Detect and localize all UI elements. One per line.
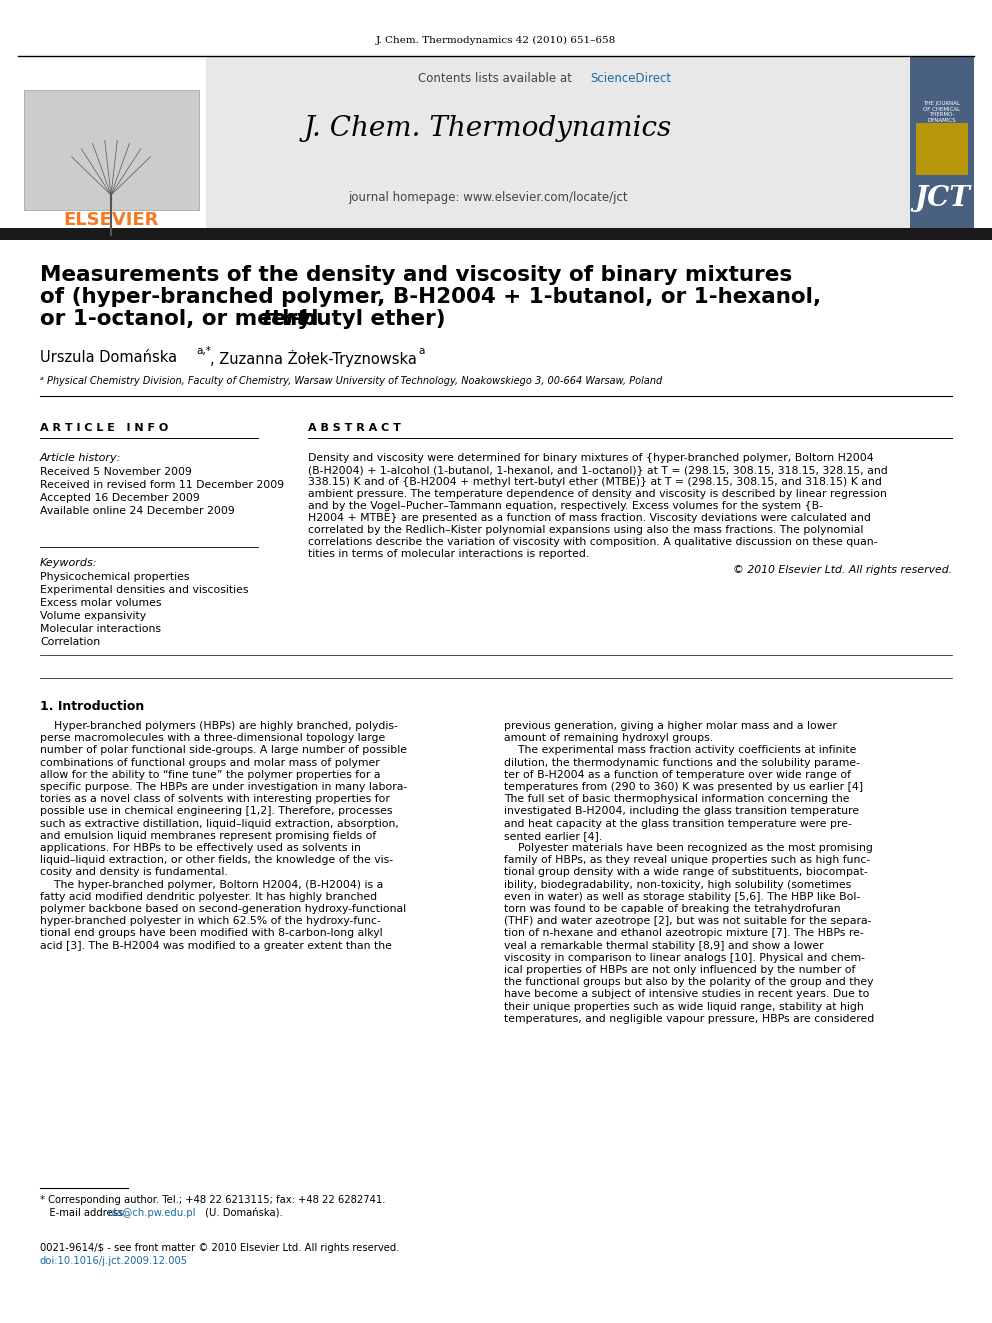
- Text: and heat capacity at the glass transition temperature were pre-: and heat capacity at the glass transitio…: [504, 819, 852, 828]
- Text: tion of n-hexane and ethanol azeotropic mixture [7]. The HBPs re-: tion of n-hexane and ethanol azeotropic …: [504, 929, 864, 938]
- Text: correlations describe the variation of viscosity with composition. A qualitative: correlations describe the variation of v…: [308, 537, 878, 546]
- Text: amount of remaining hydroxyl groups.: amount of remaining hydroxyl groups.: [504, 733, 713, 744]
- Text: (THF) and water azeotrope [2], but was not suitable for the separa-: (THF) and water azeotrope [2], but was n…: [504, 917, 872, 926]
- Text: doi:10.1016/j.jct.2009.12.005: doi:10.1016/j.jct.2009.12.005: [40, 1256, 188, 1266]
- Text: Article history:: Article history:: [40, 452, 121, 463]
- Text: THE JOURNAL
OF CHEMICAL
THERMO-
DYNAMICS: THE JOURNAL OF CHEMICAL THERMO- DYNAMICS: [924, 101, 960, 123]
- Text: Experimental densities and viscosities: Experimental densities and viscosities: [40, 585, 249, 595]
- Text: and by the Vogel–Pucher–Tammann equation, respectively. Excess volumes for the s: and by the Vogel–Pucher–Tammann equation…: [308, 501, 823, 511]
- Text: their unique properties such as wide liquid range, stability at high: their unique properties such as wide liq…: [504, 1002, 864, 1012]
- Text: The experimental mass fraction activity coefficients at infinite: The experimental mass fraction activity …: [504, 745, 856, 755]
- Text: combinations of functional groups and molar mass of polymer: combinations of functional groups and mo…: [40, 758, 380, 767]
- Text: Available online 24 December 2009: Available online 24 December 2009: [40, 505, 235, 516]
- Text: Measurements of the density and viscosity of binary mixtures: Measurements of the density and viscosit…: [40, 265, 793, 284]
- Bar: [910, 56, 974, 228]
- Text: applications. For HBPs to be effectively used as solvents in: applications. For HBPs to be effectively…: [40, 843, 361, 853]
- Text: -butyl ether): -butyl ether): [292, 310, 445, 329]
- Text: tional group density with a wide range of substituents, biocompat-: tional group density with a wide range o…: [504, 868, 868, 877]
- Text: Contents lists available at: Contents lists available at: [418, 71, 579, 85]
- Text: tities in terms of molecular interactions is reported.: tities in terms of molecular interaction…: [308, 549, 589, 560]
- Text: correlated by the Redlich–Kister polynomial expansions using also the mass fract: correlated by the Redlich–Kister polynom…: [308, 525, 863, 534]
- Text: (B-H2004) + 1-alcohol (1-butanol, 1-hexanol, and 1-octanol)} at T = (298.15, 308: (B-H2004) + 1-alcohol (1-butanol, 1-hexa…: [308, 464, 888, 475]
- Text: a,*: a,*: [196, 347, 211, 356]
- Text: sented earlier [4].: sented earlier [4].: [504, 831, 602, 841]
- Text: ambient pressure. The temperature dependence of density and viscosity is describ: ambient pressure. The temperature depend…: [308, 490, 887, 499]
- Text: such as extractive distillation, liquid–liquid extraction, absorption,: such as extractive distillation, liquid–…: [40, 819, 399, 828]
- Text: have become a subject of intensive studies in recent years. Due to: have become a subject of intensive studi…: [504, 990, 869, 999]
- Text: A R T I C L E   I N F O: A R T I C L E I N F O: [40, 423, 169, 433]
- Text: ula@ch.pw.edu.pl: ula@ch.pw.edu.pl: [107, 1208, 195, 1218]
- Text: JCT: JCT: [914, 184, 970, 212]
- Text: ᵃ Physical Chemistry Division, Faculty of Chemistry, Warsaw University of Techno: ᵃ Physical Chemistry Division, Faculty o…: [40, 376, 663, 386]
- Text: perse macromolecules with a three-dimensional topology large: perse macromolecules with a three-dimens…: [40, 733, 385, 744]
- Text: acid [3]. The B-H2004 was modified to a greater extent than the: acid [3]. The B-H2004 was modified to a …: [40, 941, 392, 951]
- Text: possible use in chemical engineering [1,2]. Therefore, processes: possible use in chemical engineering [1,…: [40, 807, 393, 816]
- Text: hyper-branched polyester in which 62.5% of the hydroxy-func-: hyper-branched polyester in which 62.5% …: [40, 917, 381, 926]
- Text: A B S T R A C T: A B S T R A C T: [308, 423, 401, 433]
- Text: temperatures, and negligible vapour pressure, HBPs are considered: temperatures, and negligible vapour pres…: [504, 1013, 874, 1024]
- Text: family of HBPs, as they reveal unique properties such as high func-: family of HBPs, as they reveal unique pr…: [504, 855, 870, 865]
- Text: liquid–liquid extraction, or other fields, the knowledge of the vis-: liquid–liquid extraction, or other field…: [40, 855, 393, 865]
- Text: J. Chem. Thermodynamics: J. Chem. Thermodynamics: [304, 115, 673, 142]
- Text: Hyper-branched polymers (HBPs) are highly branched, polydis-: Hyper-branched polymers (HBPs) are highl…: [40, 721, 398, 732]
- Text: torn was found to be capable of breaking the tetrahydrofuran: torn was found to be capable of breaking…: [504, 904, 840, 914]
- Text: The hyper-branched polymer, Boltorn H2004, (B-H2004) is a: The hyper-branched polymer, Boltorn H200…: [40, 880, 383, 889]
- Text: number of polar functional side-groups. A large number of possible: number of polar functional side-groups. …: [40, 745, 407, 755]
- Text: Accepted 16 December 2009: Accepted 16 December 2009: [40, 493, 199, 503]
- Text: cosity and density is fundamental.: cosity and density is fundamental.: [40, 868, 228, 877]
- Text: fatty acid modified dendritic polyester. It has highly branched: fatty acid modified dendritic polyester.…: [40, 892, 377, 902]
- Text: Volume expansivity: Volume expansivity: [40, 611, 146, 620]
- Text: ical properties of HBPs are not only influenced by the number of: ical properties of HBPs are not only inf…: [504, 964, 855, 975]
- Text: Polyester materials have been recognized as the most promising: Polyester materials have been recognized…: [504, 843, 873, 853]
- Text: veal a remarkable thermal stability [8,9] and show a lower: veal a remarkable thermal stability [8,9…: [504, 941, 823, 951]
- Text: © 2010 Elsevier Ltd. All rights reserved.: © 2010 Elsevier Ltd. All rights reserved…: [733, 565, 952, 576]
- Text: (U. Domańska).: (U. Domańska).: [202, 1208, 283, 1218]
- Text: Physicochemical properties: Physicochemical properties: [40, 572, 189, 582]
- Text: Keywords:: Keywords:: [40, 558, 97, 568]
- Text: allow for the ability to “fine tune” the polymer properties for a: allow for the ability to “fine tune” the…: [40, 770, 381, 779]
- Text: Urszula Domańska: Urszula Domańska: [40, 351, 178, 365]
- Text: previous generation, giving a higher molar mass and a lower: previous generation, giving a higher mol…: [504, 721, 837, 732]
- Text: ter of B-H2004 as a function of temperature over wide range of: ter of B-H2004 as a function of temperat…: [504, 770, 851, 779]
- Text: journal homepage: www.elsevier.com/locate/jct: journal homepage: www.elsevier.com/locat…: [348, 192, 628, 205]
- Text: 338.15) K and of {B-H2004 + methyl tert-butyl ether (MTBE)} at T = (298.15, 308.: 338.15) K and of {B-H2004 + methyl tert-…: [308, 478, 882, 487]
- Text: 0021-9614/$ - see front matter © 2010 Elsevier Ltd. All rights reserved.: 0021-9614/$ - see front matter © 2010 El…: [40, 1244, 400, 1253]
- Text: polymer backbone based on second-generation hydroxy-functional: polymer backbone based on second-generat…: [40, 904, 406, 914]
- Text: Excess molar volumes: Excess molar volumes: [40, 598, 162, 609]
- Text: the functional groups but also by the polarity of the group and they: the functional groups but also by the po…: [504, 978, 874, 987]
- Text: viscosity in comparison to linear analogs [10]. Physical and chem-: viscosity in comparison to linear analog…: [504, 953, 865, 963]
- Text: , Zuzanna Żołek-Tryznowska: , Zuzanna Żołek-Tryznowska: [210, 349, 417, 366]
- Text: Molecular interactions: Molecular interactions: [40, 624, 161, 634]
- Text: tories as a novel class of solvents with interesting properties for: tories as a novel class of solvents with…: [40, 794, 390, 804]
- Text: The full set of basic thermophysical information concerning the: The full set of basic thermophysical inf…: [504, 794, 849, 804]
- Text: tert: tert: [261, 310, 307, 329]
- Text: Density and viscosity were determined for binary mixtures of {hyper-branched pol: Density and viscosity were determined fo…: [308, 452, 874, 463]
- Text: of (hyper-branched polymer, B-H2004 + 1-butanol, or 1-hexanol,: of (hyper-branched polymer, B-H2004 + 1-…: [40, 287, 821, 307]
- Text: H2004 + MTBE} are presented as a function of mass fraction. Viscosity deviations: H2004 + MTBE} are presented as a functio…: [308, 513, 871, 523]
- Text: 1. Introduction: 1. Introduction: [40, 700, 144, 713]
- Text: J. Chem. Thermodynamics 42 (2010) 651–658: J. Chem. Thermodynamics 42 (2010) 651–65…: [376, 36, 616, 45]
- Text: * Corresponding author. Tel.; +48 22 6213115; fax: +48 22 6282741.: * Corresponding author. Tel.; +48 22 621…: [40, 1195, 386, 1205]
- Bar: [18, 56, 974, 228]
- Text: temperatures from (290 to 360) K was presented by us earlier [4]: temperatures from (290 to 360) K was pre…: [504, 782, 863, 792]
- Text: tional end groups have been modified with 8-carbon-long alkyl: tional end groups have been modified wit…: [40, 929, 383, 938]
- Bar: [0, 228, 992, 239]
- Text: Received 5 November 2009: Received 5 November 2009: [40, 467, 191, 478]
- Text: specific purpose. The HBPs are under investigation in many labora-: specific purpose. The HBPs are under inv…: [40, 782, 408, 792]
- Text: dilution, the thermodynamic functions and the solubility parame-: dilution, the thermodynamic functions an…: [504, 758, 860, 767]
- Text: ELSEVIER: ELSEVIER: [63, 210, 159, 229]
- Text: Received in revised form 11 December 2009: Received in revised form 11 December 200…: [40, 480, 284, 490]
- Bar: [916, 123, 968, 175]
- Text: a: a: [418, 347, 425, 356]
- Bar: [18, 56, 206, 228]
- Text: ibility, biodegradability, non-toxicity, high solubility (sometimes: ibility, biodegradability, non-toxicity,…: [504, 880, 851, 889]
- Text: investigated B-H2004, including the glass transition temperature: investigated B-H2004, including the glas…: [504, 807, 859, 816]
- Text: E-mail address:: E-mail address:: [40, 1208, 130, 1218]
- Bar: [24, 90, 199, 210]
- Text: even in water) as well as storage stability [5,6]. The HBP like Bol-: even in water) as well as storage stabil…: [504, 892, 860, 902]
- Text: or 1-octanol, or methyl: or 1-octanol, or methyl: [40, 310, 326, 329]
- Text: and emulsion liquid membranes represent promising fields of: and emulsion liquid membranes represent …: [40, 831, 376, 841]
- Text: Correlation: Correlation: [40, 636, 100, 647]
- Text: ScienceDirect: ScienceDirect: [590, 71, 672, 85]
